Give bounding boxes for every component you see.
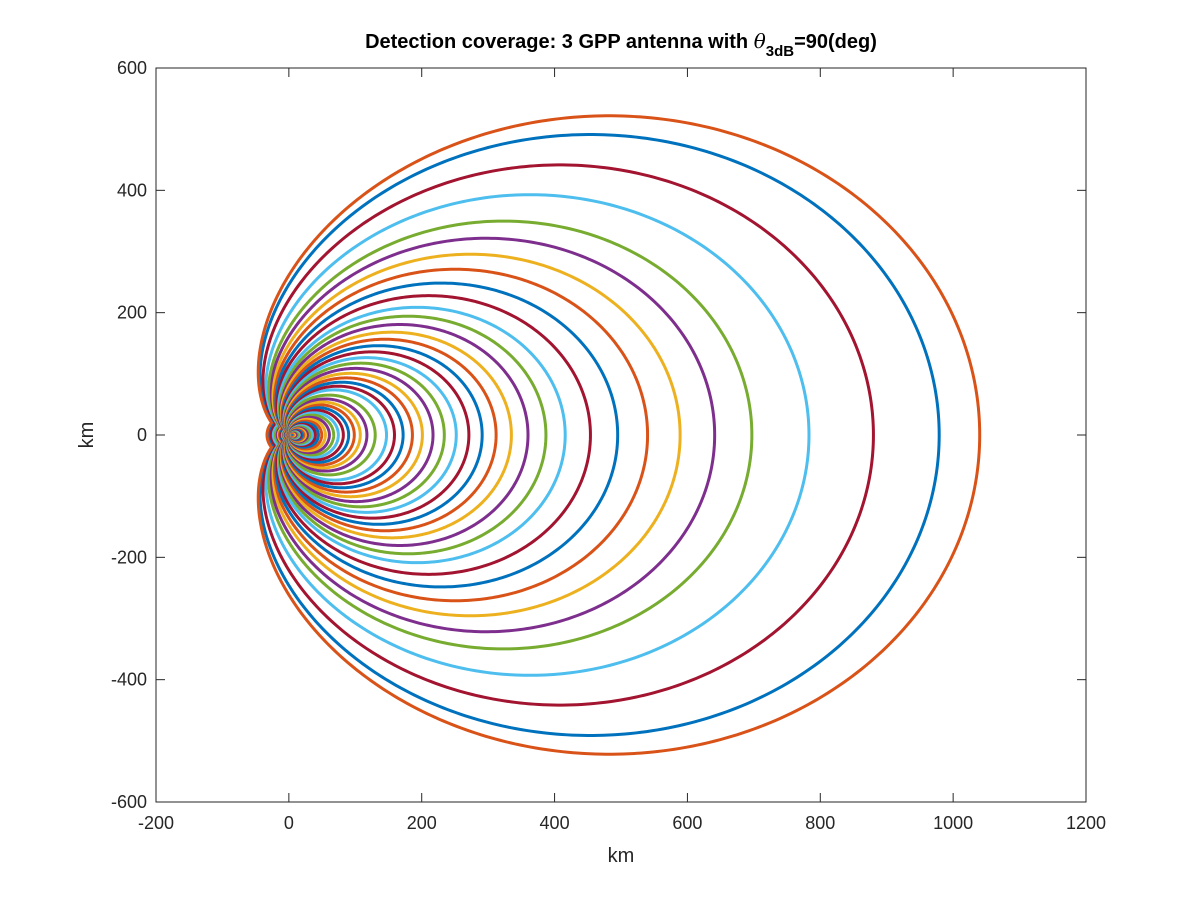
x-tick-label: 400 [540, 813, 570, 833]
y-tick-label: 0 [137, 425, 147, 445]
x-tick-label: 800 [805, 813, 835, 833]
coverage-contour [261, 163, 875, 707]
y-tick-label: -600 [111, 792, 147, 812]
x-tick-label: -200 [138, 813, 174, 833]
x-tick-label: 1000 [933, 813, 973, 833]
coverage-contours [256, 114, 982, 756]
y-tick-label: 400 [117, 180, 147, 200]
x-tick-label: 0 [284, 813, 294, 833]
axes: -200 0 200 400 600 800 1000 1200 -600 -400 -200 0 20… [111, 58, 1106, 833]
title-theta-symbol: θ [754, 29, 766, 53]
coverage-contour [256, 114, 982, 756]
x-tick-label: 200 [407, 813, 437, 833]
title-prefix: Detection coverage: 3 GPP antenna with [365, 31, 754, 53]
coverage-contour [266, 219, 754, 651]
title-subscript: 3dB [766, 43, 795, 60]
y-tick-label: -200 [111, 547, 147, 567]
y-axis-label: km [76, 422, 98, 449]
chart-title: Detection coverage: 3 GPP antenna with θ… [365, 29, 877, 60]
title-suffix: =90(deg) [794, 31, 877, 53]
x-axis-label: km [608, 845, 635, 867]
y-tick-label: 600 [117, 58, 147, 78]
x-tick-label: 1200 [1066, 813, 1106, 833]
x-tick-label: 600 [672, 813, 702, 833]
y-tick-label: 200 [117, 303, 147, 323]
coverage-contour [264, 193, 811, 677]
y-tick-label: -400 [111, 670, 147, 690]
